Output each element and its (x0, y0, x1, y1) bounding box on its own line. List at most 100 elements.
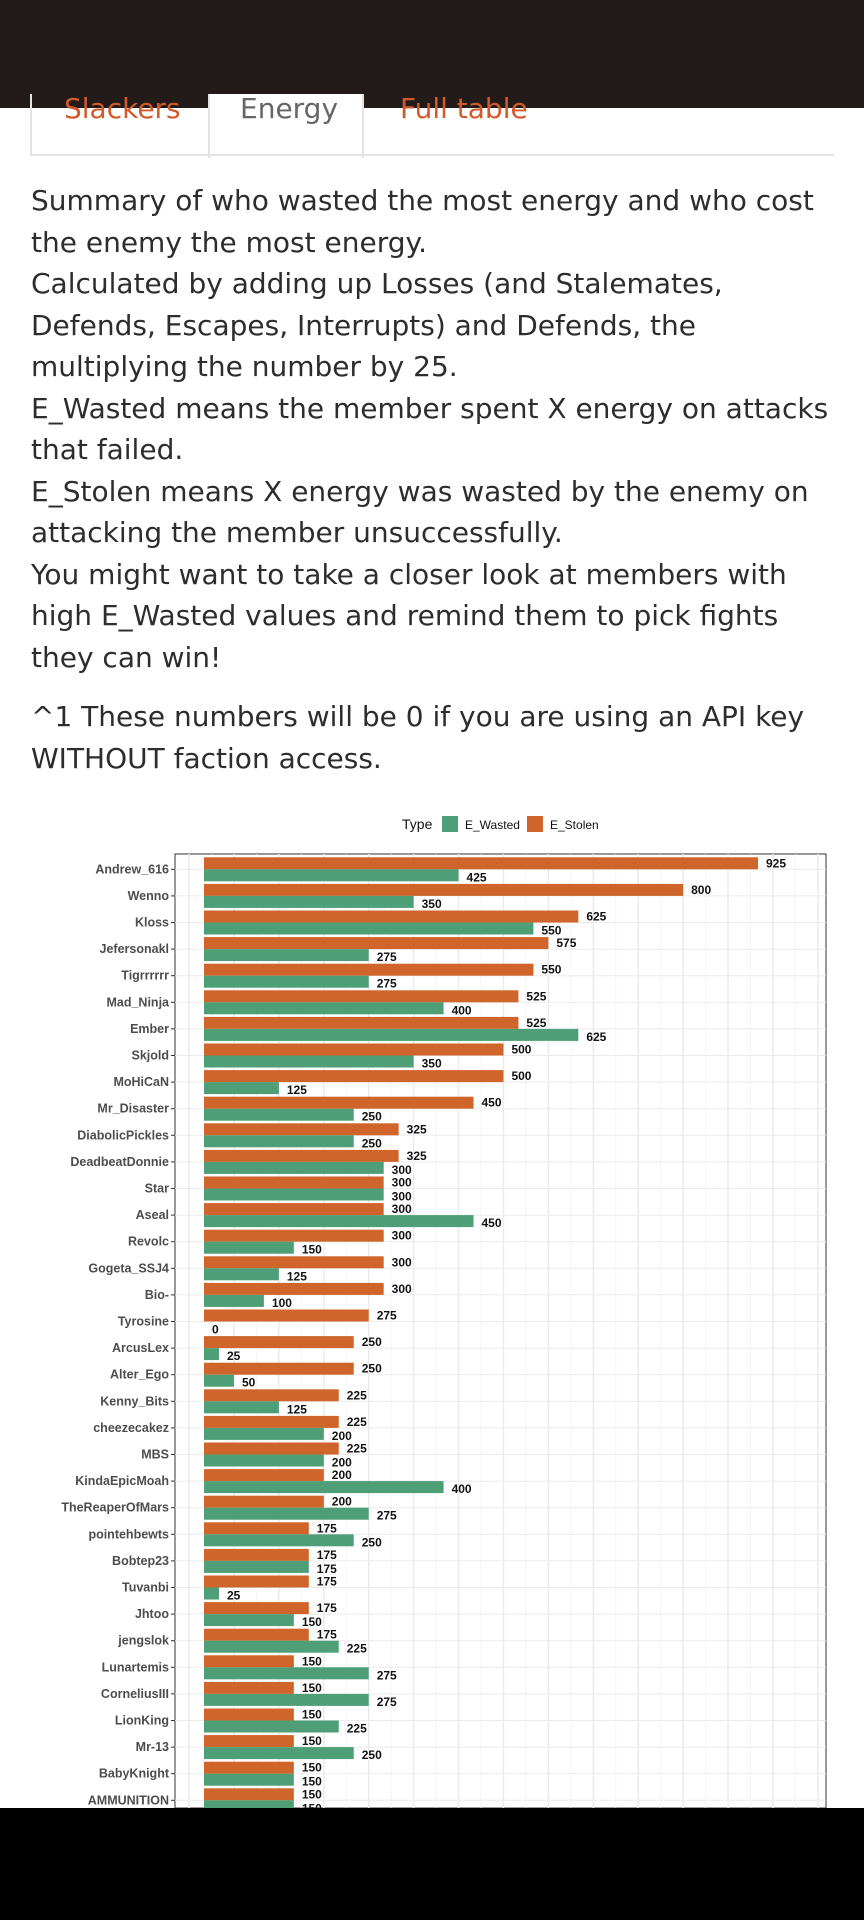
bar-e-stolen (204, 1495, 324, 1508)
bar-e-stolen (204, 990, 519, 1003)
data-label-e-wasted: 125 (287, 1402, 307, 1416)
tab-bar: Slackers Energy Full table (30, 94, 834, 158)
bar-e-wasted (204, 1241, 294, 1254)
data-label-e-wasted: 50 (242, 1376, 256, 1390)
bar-e-wasted (204, 1188, 384, 1201)
y-tick-label: CorneliusIII (101, 1687, 169, 1701)
tab-energy-label: Energy (240, 92, 339, 125)
bar-e-wasted (204, 949, 369, 962)
data-label-e-wasted: 275 (377, 1668, 397, 1682)
y-tick-label: Kloss (135, 916, 169, 930)
bar-e-stolen (204, 1761, 294, 1774)
bar-e-stolen (204, 937, 549, 950)
y-tick-label: TheReaperOfMars (61, 1501, 169, 1515)
data-label-e-stolen: 175 (317, 1548, 337, 1562)
y-tick-label: Wenno (128, 889, 170, 903)
bar-e-wasted (204, 1720, 339, 1733)
tab-slackers[interactable]: Slackers (30, 94, 208, 156)
y-tick-label: MBS (141, 1448, 169, 1462)
bar-e-stolen (204, 1123, 399, 1136)
y-tick-label: ArcusLex (112, 1341, 169, 1355)
bar-e-stolen (204, 1070, 504, 1083)
bar-e-stolen (204, 1282, 384, 1295)
data-label-e-wasted: 150 (302, 1243, 322, 1257)
bar-e-stolen (204, 1788, 294, 1801)
bar-e-stolen (204, 963, 534, 976)
tab-slackers-label: Slackers (64, 92, 181, 125)
y-tick-label: Gogeta_SSJ4 (88, 1261, 169, 1275)
data-label-e-stolen: 150 (302, 1681, 322, 1695)
tab-divider (30, 154, 834, 156)
description-line: E_Wasted means the member spent X energy… (31, 391, 829, 467)
data-label-e-wasted: 225 (347, 1642, 367, 1656)
data-label-e-wasted: 250 (362, 1136, 382, 1150)
y-tick-label: Tyrosine (118, 1315, 169, 1329)
data-label-e-wasted: 300 (392, 1190, 412, 1204)
data-label-e-wasted: 125 (287, 1269, 307, 1283)
tab-energy[interactable]: Energy (208, 94, 364, 158)
bar-e-wasted (204, 1481, 444, 1494)
bar-e-wasted (204, 1427, 324, 1440)
data-label-e-wasted: 350 (422, 897, 442, 911)
data-label-e-wasted: 125 (287, 1083, 307, 1097)
data-label-e-stolen: 625 (586, 910, 606, 924)
data-label-e-stolen: 800 (691, 883, 711, 897)
bar-e-wasted (204, 1534, 354, 1547)
y-tick-label: cheezecakez (93, 1421, 169, 1435)
plot-area: 925 425 Andrew_616 800 350 Wenno 625 550 Kloss 57… (61, 853, 827, 1808)
y-tick-label: Tuvanbi (122, 1581, 169, 1595)
data-label-e-stolen: 175 (317, 1601, 337, 1615)
data-label-e-wasted: 450 (482, 1216, 502, 1230)
data-label-e-stolen: 150 (302, 1708, 322, 1722)
bar-e-wasted (204, 1135, 354, 1148)
bar-e-wasted (204, 1055, 414, 1068)
bar-e-wasted (204, 1108, 354, 1121)
bar-e-stolen (204, 1309, 369, 1322)
data-label-e-stolen: 325 (407, 1122, 427, 1136)
y-tick-label: Mr-13 (136, 1740, 169, 1754)
bar-e-wasted (204, 1587, 219, 1600)
bar-e-wasted (204, 1800, 294, 1808)
y-tick-label: Bio- (145, 1288, 169, 1302)
data-label-e-wasted: 275 (377, 1695, 397, 1709)
bar-e-wasted (204, 895, 414, 908)
bar-e-wasted (204, 1560, 309, 1573)
bar-e-wasted (204, 1082, 279, 1095)
y-tick-label: MoHiCaN (113, 1075, 169, 1089)
data-label-e-wasted: 225 (347, 1722, 367, 1736)
data-label-e-wasted: 200 (332, 1456, 352, 1470)
bar-e-stolen (204, 1681, 294, 1694)
legend-key-e-stolen (527, 816, 543, 832)
data-label-e-stolen: 175 (317, 1628, 337, 1642)
data-label-e-wasted: 25 (227, 1349, 241, 1363)
legend-title: Type (402, 816, 433, 832)
data-label-e-wasted: 250 (362, 1110, 382, 1124)
bar-e-wasted (204, 1215, 474, 1228)
bar-e-stolen (204, 1096, 474, 1109)
data-label-e-stolen: 300 (392, 1176, 412, 1190)
data-label-e-stolen: 550 (541, 963, 561, 977)
bar-e-wasted (204, 1640, 339, 1653)
bar-e-wasted (204, 1614, 294, 1627)
bar-e-wasted (204, 1507, 369, 1520)
data-label-e-wasted: 150 (302, 1615, 322, 1629)
legend-label-e-wasted: E_Wasted (465, 818, 520, 832)
bar-e-wasted (204, 1454, 324, 1467)
description-line: E_Stolen means X energy was wasted by th… (31, 474, 809, 550)
y-tick-label: Mad_Ninja (106, 995, 170, 1009)
data-label-e-stolen: 250 (362, 1335, 382, 1349)
data-label-e-stolen: 150 (302, 1654, 322, 1668)
y-tick-label: DiabolicPickles (77, 1128, 169, 1142)
data-label-e-stolen: 225 (347, 1442, 367, 1456)
bar-e-wasted (204, 1747, 354, 1760)
legend-label-e-stolen: E_Stolen (550, 818, 599, 832)
data-label-e-stolen: 925 (766, 856, 786, 870)
legend-key-e-wasted (442, 816, 458, 832)
data-label-e-wasted: 250 (362, 1748, 382, 1762)
description-line: Calculated by adding up Losses (and Stal… (31, 267, 723, 383)
bar-e-wasted (204, 1401, 279, 1414)
data-label-e-stolen: 150 (302, 1761, 322, 1775)
tab-full-table[interactable]: Full table (364, 94, 564, 156)
api-note: ^1 These numbers will be 0 if you are us… (31, 700, 805, 775)
y-tick-label: Kenny_Bits (100, 1394, 169, 1408)
